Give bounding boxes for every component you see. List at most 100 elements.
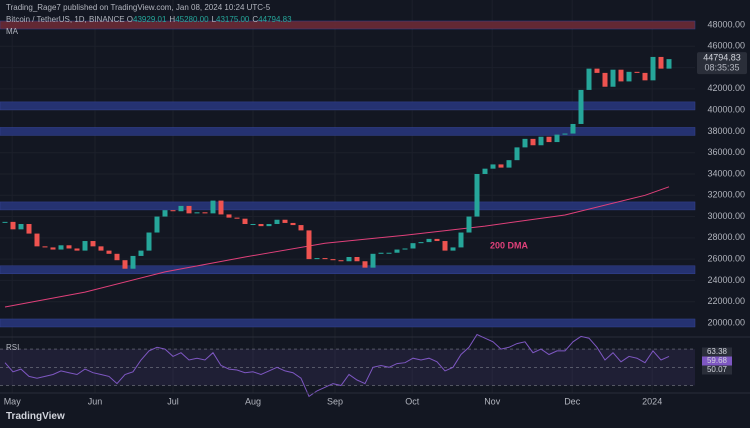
ohlc-key: C: [252, 15, 259, 24]
candle: [122, 260, 128, 269]
candle: [266, 224, 272, 227]
zone: [0, 318, 696, 328]
candle: [178, 205, 184, 212]
rsi-badge: [702, 365, 732, 375]
candle: [346, 256, 352, 262]
candle: [594, 68, 600, 73]
ma-annotation: 200 DMA: [490, 240, 529, 250]
x-tick-label: Nov: [484, 396, 501, 406]
rsi-badge-label: 50.07: [707, 365, 728, 374]
candle: [610, 69, 616, 87]
last-price: 44794.83: [703, 52, 741, 62]
countdown: 08:35:35: [704, 62, 739, 72]
candle: [482, 168, 488, 174]
candle: [258, 224, 264, 227]
candle: [98, 246, 104, 251]
candle: [154, 216, 160, 233]
x-tick-label: Aug: [245, 396, 261, 406]
candle: [458, 232, 464, 248]
ohlc-value: 45280.00: [175, 15, 209, 24]
candle: [170, 210, 176, 212]
candle: [82, 241, 88, 251]
y-tick-label: 28000.00: [707, 232, 745, 242]
candle: [106, 250, 112, 254]
candle: [362, 261, 368, 268]
candle: [250, 224, 256, 226]
candle: [386, 252, 392, 254]
candle: [114, 253, 120, 261]
candle: [66, 245, 72, 249]
candle: [570, 123, 576, 134]
candle: [658, 56, 664, 69]
x-tick-label: Sep: [327, 396, 343, 406]
candle: [314, 258, 320, 260]
indicator: MA: [6, 27, 18, 36]
candle: [202, 212, 208, 214]
y-tick-label: 46000.00: [707, 41, 745, 51]
candle: [546, 136, 552, 143]
candle: [210, 200, 216, 214]
candle: [226, 214, 232, 218]
candle: [330, 259, 336, 261]
ohlc-key: L: [211, 15, 217, 24]
symbol: Bitcoin / TetherUS, 1D, BINANCE: [6, 15, 125, 24]
price-badge: [697, 52, 747, 75]
candle: [34, 233, 40, 247]
candle: [146, 232, 152, 251]
candle: [18, 224, 24, 230]
ma-line: [4, 186, 670, 308]
candle: [498, 164, 504, 168]
candle: [666, 59, 672, 69]
y-tick-label: 42000.00: [707, 83, 745, 93]
candle: [650, 56, 656, 81]
candle: [338, 260, 344, 262]
y-tick-label: 22000.00: [707, 296, 745, 306]
candle: [602, 72, 608, 87]
ohlc: O43929.01 H45280.00 L43175.00 C44794.83: [127, 15, 295, 24]
candle: [418, 242, 424, 244]
candle: [354, 256, 360, 262]
symbol-row: Bitcoin / TetherUS, 1D, BINANCE O43929.0…: [6, 15, 295, 24]
candle: [450, 247, 456, 251]
candle: [282, 219, 288, 223]
candle: [410, 243, 416, 249]
candle: [242, 218, 248, 225]
candle: [434, 238, 440, 242]
candle: [642, 72, 648, 81]
y-tick-label: 40000.00: [707, 105, 745, 115]
candle: [402, 248, 408, 250]
x-tick-label: Jun: [88, 396, 103, 406]
zone: [0, 201, 696, 211]
rsi-title: RSI: [6, 343, 20, 352]
x-tick-label: Jul: [167, 396, 179, 406]
y-tick-label: 24000.00: [707, 275, 745, 285]
candle: [322, 258, 328, 260]
candle: [506, 160, 512, 168]
y-tick-label: 48000.00: [707, 19, 745, 29]
x-tick-label: May: [4, 396, 22, 406]
candle: [530, 138, 536, 146]
candle: [442, 241, 448, 251]
candle: [562, 133, 568, 135]
x-tick-label: Dec: [564, 396, 581, 406]
y-tick-label: 30000.00: [707, 211, 745, 221]
candle: [162, 210, 168, 217]
candle: [274, 219, 280, 225]
candle: [42, 246, 48, 248]
zone: [0, 127, 696, 136]
candle: [234, 217, 240, 219]
x-tick-label: Oct: [405, 396, 420, 406]
brand[interactable]: TradingView: [6, 411, 65, 422]
rsi-badge: [702, 356, 732, 366]
candle: [306, 230, 312, 260]
ohlc-key: O: [126, 15, 134, 24]
zone: [0, 20, 696, 30]
y-tick-label: 26000.00: [707, 253, 745, 263]
candle: [586, 68, 592, 90]
candle: [554, 134, 560, 143]
candle: [490, 164, 496, 169]
candle: [618, 69, 624, 82]
ohlc-value: 43175.00: [216, 15, 250, 24]
